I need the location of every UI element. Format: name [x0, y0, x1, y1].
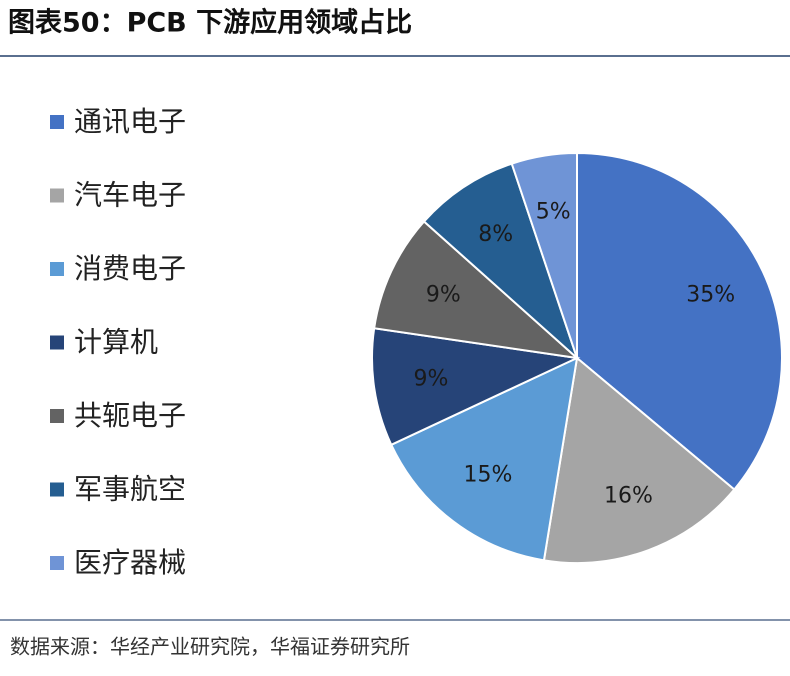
- slice-label: 35%: [686, 283, 735, 308]
- pie-slice: [422, 162, 580, 362]
- pie-slice: [576, 151, 783, 491]
- slice-label: 9%: [414, 366, 449, 391]
- legend-swatch: [50, 335, 64, 350]
- slice-label: 15%: [463, 463, 512, 488]
- legend-swatch: [50, 482, 64, 497]
- pie-slice: [389, 356, 579, 562]
- legend-label: 计算机: [74, 326, 158, 359]
- slice-label: 5%: [536, 199, 571, 224]
- legend-label: 医疗器械: [74, 546, 186, 579]
- legend-label: 消费电子: [74, 252, 186, 285]
- legend-label: 通讯电子: [74, 105, 186, 138]
- chart-title: 图表50：PCB 下游应用领域占比: [8, 7, 412, 39]
- slice-label: 16%: [604, 483, 653, 508]
- legend-label: 共轭电子: [74, 399, 186, 432]
- source-note: 数据来源：华经产业研究院，华福证券研究所: [10, 635, 410, 659]
- legend-label: 汽车电子: [74, 179, 186, 212]
- legend-swatch: [50, 115, 64, 129]
- pie-slice: [542, 356, 736, 564]
- legend-swatch: [50, 188, 64, 203]
- pie-slice: [371, 327, 581, 447]
- legend-swatch: [50, 409, 64, 423]
- pie-slice: [510, 151, 578, 359]
- slice-label: 8%: [478, 222, 513, 247]
- legend-label: 军事航空: [74, 473, 186, 506]
- legend-swatch: [50, 262, 64, 276]
- legend-swatch: [50, 556, 64, 570]
- pie-slice: [373, 220, 581, 360]
- slice-label: 9%: [426, 283, 461, 308]
